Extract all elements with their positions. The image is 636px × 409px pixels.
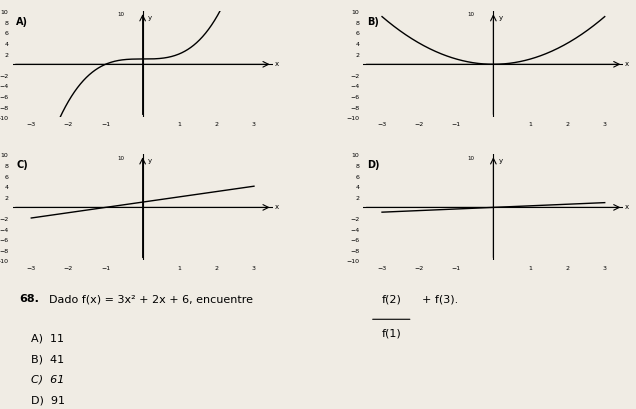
- Text: + f(3).: + f(3).: [422, 294, 458, 303]
- Text: x: x: [625, 203, 629, 209]
- Text: 10: 10: [468, 155, 475, 160]
- Text: f(1): f(1): [382, 327, 401, 337]
- Text: y: y: [148, 15, 152, 21]
- Text: D)  91: D) 91: [31, 394, 65, 404]
- Text: 10: 10: [468, 12, 475, 18]
- Text: x: x: [274, 61, 279, 67]
- Text: C)  61: C) 61: [31, 374, 64, 384]
- Text: A)  11: A) 11: [31, 333, 64, 343]
- Text: 10: 10: [117, 12, 124, 18]
- Text: Dado f(x) = 3x² + 2x + 6, encuentre: Dado f(x) = 3x² + 2x + 6, encuentre: [50, 294, 253, 303]
- Text: B)  41: B) 41: [31, 353, 64, 363]
- Text: y: y: [148, 157, 152, 164]
- Text: B): B): [367, 16, 379, 27]
- Text: y: y: [499, 157, 503, 164]
- Text: 68.: 68.: [19, 294, 39, 303]
- Text: C): C): [17, 159, 28, 169]
- Text: 10: 10: [117, 155, 124, 160]
- Text: A): A): [17, 16, 29, 27]
- Text: f(2): f(2): [382, 294, 401, 303]
- Text: y: y: [499, 15, 503, 21]
- Text: D): D): [367, 159, 380, 169]
- Text: x: x: [625, 61, 629, 67]
- Text: x: x: [274, 203, 279, 209]
